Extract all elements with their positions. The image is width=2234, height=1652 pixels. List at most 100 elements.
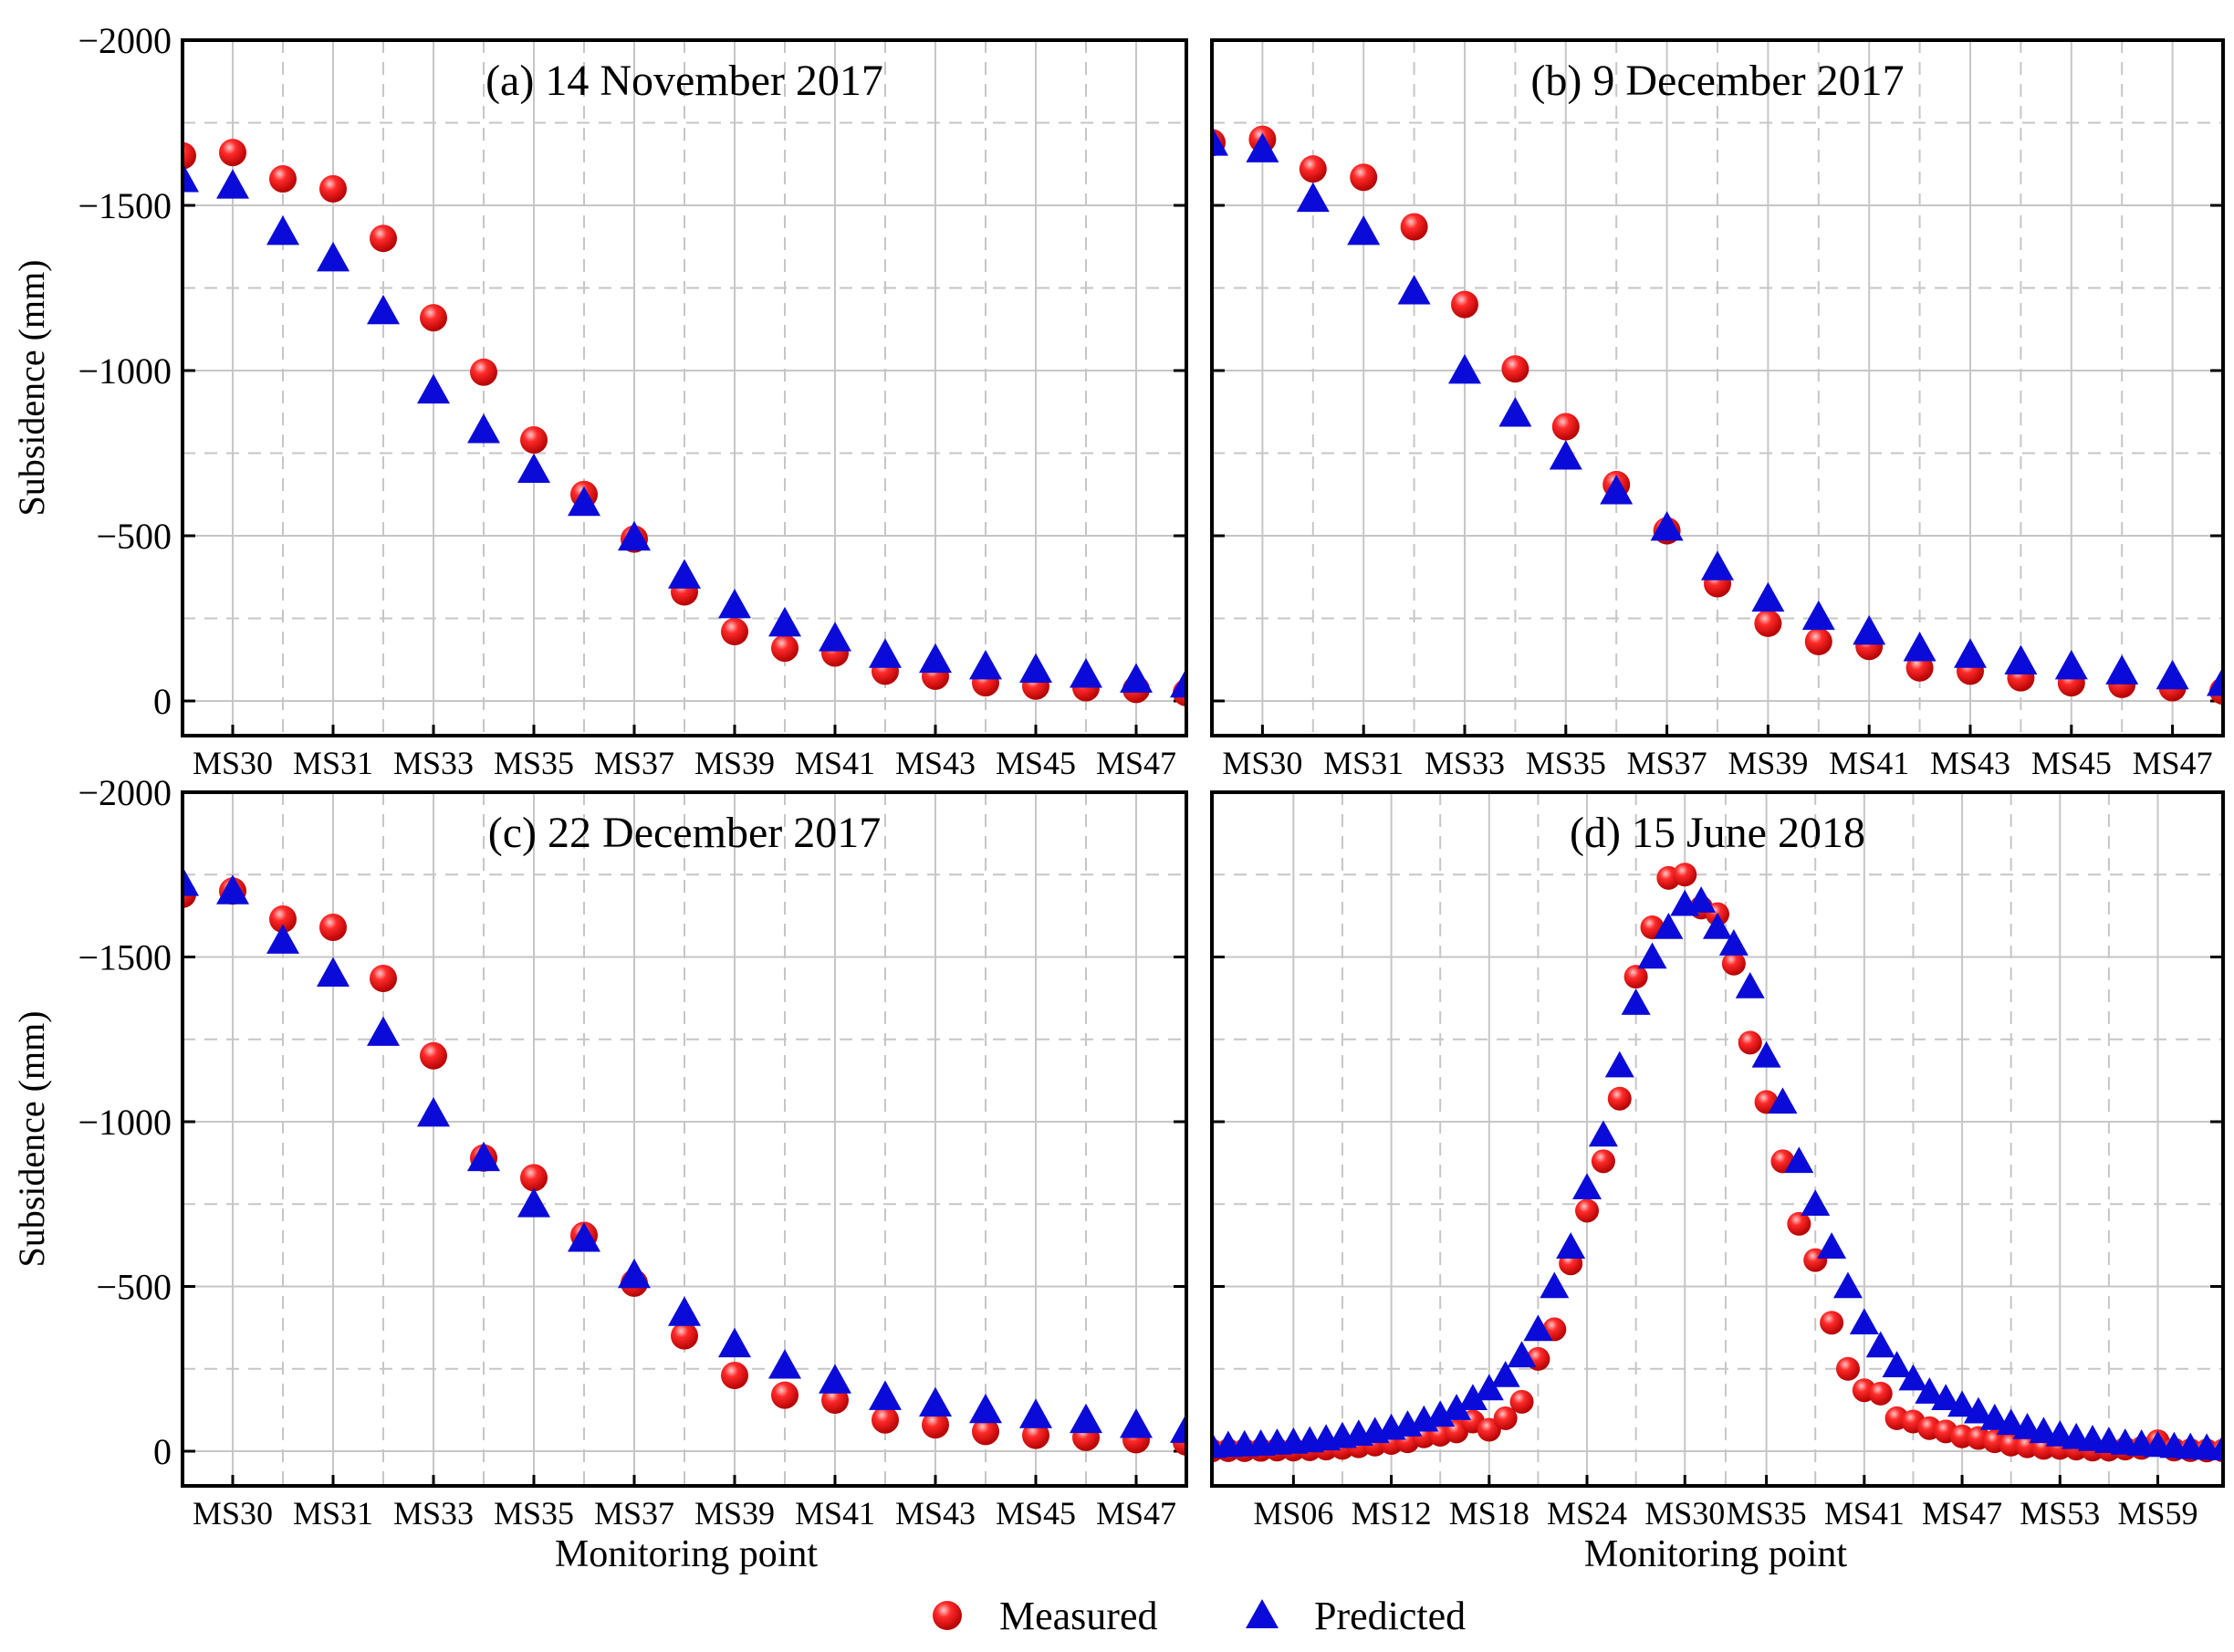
- predicted-point: [2012, 1413, 2042, 1439]
- x-tick-label: MS47: [2133, 745, 2213, 781]
- x-tick-label: MS24: [1547, 1495, 1627, 1532]
- predicted-point: [1498, 397, 1532, 427]
- predicted-point: [1621, 988, 1651, 1015]
- panel-title: (a) 14 November 2017: [485, 57, 883, 105]
- predicted-point: [367, 294, 400, 325]
- x-axis-label-left: Monitoring point: [555, 1533, 819, 1575]
- measured-point: [721, 1361, 748, 1389]
- predicted-point: [1931, 1384, 1961, 1411]
- measured-point: [1804, 627, 1832, 655]
- predicted-point: [317, 957, 350, 987]
- predicted-point: [1865, 1331, 1895, 1358]
- predicted-point: [718, 1327, 751, 1358]
- predicted-point: [1947, 1390, 1978, 1417]
- measured-point: [1501, 355, 1529, 383]
- predicted-point: [2054, 649, 2088, 680]
- predicted-point: [1457, 1384, 1488, 1411]
- legend: Measured Predicted: [933, 1594, 1466, 1638]
- measured-point: [520, 1164, 548, 1192]
- predicted-point: [467, 413, 500, 444]
- predicted-point: [1832, 1271, 1863, 1299]
- measured-point: [1835, 1356, 1860, 1381]
- predicted-point: [819, 622, 851, 652]
- predicted-point: [869, 638, 902, 668]
- predicted-point: [1572, 1173, 1602, 1199]
- predicted-point: [668, 1296, 701, 1326]
- predicted-point: [1448, 354, 1481, 384]
- predicted-point: [618, 1258, 651, 1289]
- predicted-point: [1718, 929, 1749, 956]
- y-tick-label: −2000: [78, 772, 172, 813]
- x-tick-label: MS30: [193, 1495, 273, 1532]
- x-tick-label: MS59: [2118, 1495, 2198, 1532]
- x-tick-label: MS43: [1930, 745, 2010, 781]
- predicted-point: [1070, 1403, 1102, 1434]
- x-tick-label: MS41: [795, 1495, 875, 1532]
- y-tick-label: −500: [96, 516, 172, 557]
- measured-point: [1820, 1311, 1844, 1335]
- predicted-point: [1604, 1051, 1634, 1078]
- predicted-point: [367, 1016, 400, 1046]
- markers: [1212, 125, 2223, 706]
- measured-point: [1575, 1198, 1600, 1223]
- predicted-point: [919, 1386, 952, 1417]
- markers: [1212, 863, 2223, 1463]
- predicted-point: [1735, 971, 1765, 999]
- measured-point: [470, 358, 497, 386]
- predicted-point: [2207, 666, 2223, 696]
- predicted-point: [1549, 440, 1582, 470]
- predicted-point: [517, 1187, 550, 1218]
- predicted-point: [1650, 510, 1684, 541]
- y-tick-label: 0: [153, 681, 172, 722]
- x-tick-label: MS39: [694, 745, 775, 781]
- x-tick-label: MS35: [1526, 745, 1606, 781]
- predicted-point: [1751, 1040, 1781, 1068]
- measured-point: [721, 617, 748, 645]
- legend-predicted-marker: [1246, 1599, 1279, 1628]
- predicted-point: [1801, 1189, 1831, 1217]
- predicted-point: [1170, 667, 1186, 698]
- measured-point: [1451, 290, 1478, 319]
- measured-point: [1350, 163, 1378, 192]
- panel-title: (c) 22 December 2017: [488, 809, 881, 857]
- predicted-point: [1903, 632, 1936, 662]
- predicted-point: [266, 924, 299, 954]
- y-axis-label: Subsidence (mm): [11, 259, 52, 516]
- panel-a: −2000 −1500 −1000 −500 0 MS30 MS31 MS33 MS35 MS37…: [11, 20, 1188, 781]
- x-tick-label: MS43: [895, 1495, 976, 1532]
- measured-point: [1493, 1406, 1518, 1430]
- x-tick-label: MS41: [1829, 745, 1909, 781]
- markers: [183, 866, 1186, 1456]
- x-tick-label: MS45: [2031, 745, 2112, 781]
- x-tick-label: MS06: [1253, 1495, 1333, 1532]
- measured-point: [1299, 155, 1327, 183]
- predicted-point: [1556, 1232, 1586, 1259]
- predicted-point: [1898, 1364, 1928, 1391]
- predicted-point: [718, 589, 751, 619]
- predicted-point: [1703, 913, 1732, 939]
- measured-point: [319, 914, 347, 942]
- markers: [183, 139, 1186, 706]
- x-tick-label: MS33: [1425, 745, 1505, 781]
- measured-point: [1868, 1381, 1893, 1406]
- x-tick-label: MS37: [1627, 745, 1707, 781]
- predicted-point: [1540, 1271, 1570, 1299]
- measured-point: [269, 904, 297, 933]
- predicted-point: [1347, 214, 1381, 246]
- x-tick-label: MS30: [1644, 1495, 1725, 1532]
- predicted-point: [417, 373, 450, 404]
- measured-point: [1754, 609, 1782, 637]
- y-tick-label: −1000: [78, 350, 172, 392]
- predicted-point: [1296, 182, 1330, 213]
- x-tick-label: MS47: [1922, 1495, 2002, 1532]
- measured-point: [1022, 1421, 1049, 1449]
- x-tick-label: MS45: [996, 745, 1076, 781]
- x-tick-label: MS31: [293, 745, 373, 781]
- measured-point: [1623, 965, 1648, 989]
- x-tick-label: MS33: [393, 1495, 474, 1532]
- predicted-point: [568, 486, 600, 517]
- predicted-point: [1600, 475, 1634, 505]
- x-tick-label: MS43: [895, 745, 976, 781]
- predicted-point: [1637, 942, 1667, 969]
- measured-point: [671, 1322, 698, 1350]
